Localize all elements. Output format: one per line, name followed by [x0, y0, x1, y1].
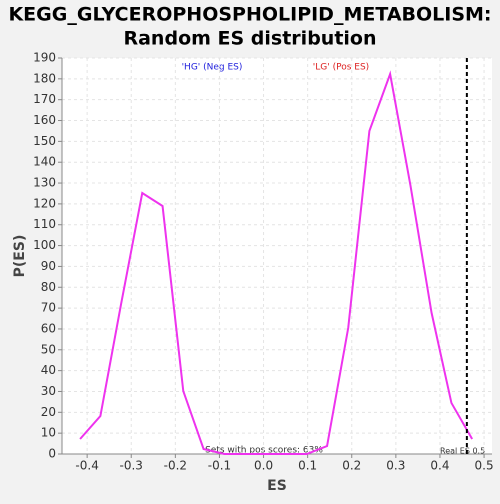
y-axis-label: P(ES): [12, 235, 28, 278]
y-tick-label: 20: [41, 405, 56, 419]
annotation: 'LG' (Pos ES): [313, 63, 369, 73]
y-tick-label: 170: [33, 92, 56, 106]
y-tick-label: 140: [33, 155, 56, 169]
annotation: Real ES 0.5: [440, 447, 485, 456]
y-tick-label: 150: [33, 134, 56, 148]
y-tick-label: 110: [33, 217, 56, 231]
chart-subtitle: Random ES distribution: [123, 28, 376, 50]
y-tick-label: 90: [41, 259, 56, 273]
y-tick-label: 40: [41, 363, 56, 377]
annotation: Sets with pos scores: 63%: [205, 446, 323, 456]
y-tick-label: 180: [33, 71, 56, 85]
y-tick-label: 10: [41, 426, 56, 440]
x-tick-label: -0.4: [75, 459, 98, 473]
y-tick-label: 80: [41, 280, 56, 294]
y-tick-label: 70: [41, 301, 56, 315]
y-tick-label: 50: [41, 342, 56, 356]
x-tick-label: 0.3: [386, 459, 405, 473]
annotation: 'HG' (Neg ES): [182, 63, 243, 73]
y-tick-label: 0: [48, 447, 56, 461]
x-tick-label: -0.3: [120, 459, 143, 473]
x-tick-label: -0.1: [208, 459, 231, 473]
y-tick-label: 60: [41, 321, 56, 335]
y-tick-label: 120: [33, 196, 56, 210]
x-tick-label: 0.2: [342, 459, 361, 473]
x-axis-label: ES: [267, 478, 287, 494]
x-tick-label: -0.2: [164, 459, 187, 473]
x-tick-label: 0.5: [475, 459, 494, 473]
line-series: [79, 70, 474, 455]
y-tick-label: 160: [33, 113, 56, 127]
x-tick-label: 0.0: [254, 459, 273, 473]
chart-title: KEGG_GLYCEROPHOSPHOLIPID_METABOLISM:: [8, 4, 491, 26]
y-tick-label: 30: [41, 384, 56, 398]
plot-area: [62, 58, 492, 454]
y-tick-label: 190: [33, 51, 56, 65]
y-tick-label: 100: [33, 238, 56, 252]
y-tick-label: 130: [33, 176, 56, 190]
x-tick-label: 0.1: [298, 459, 317, 473]
x-tick-label: 0.4: [430, 459, 449, 473]
